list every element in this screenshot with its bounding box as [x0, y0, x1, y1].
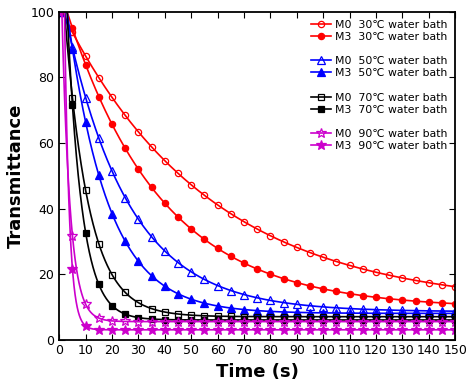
- X-axis label: Time (s): Time (s): [216, 363, 299, 381]
- Legend: M0  30℃ water bath, M3  30℃ water bath, , M0  50℃ water bath, M3  50℃ water bath: M0 30℃ water bath, M3 30℃ water bath, , …: [309, 17, 450, 153]
- Y-axis label: Transmittance: Transmittance: [7, 104, 25, 248]
